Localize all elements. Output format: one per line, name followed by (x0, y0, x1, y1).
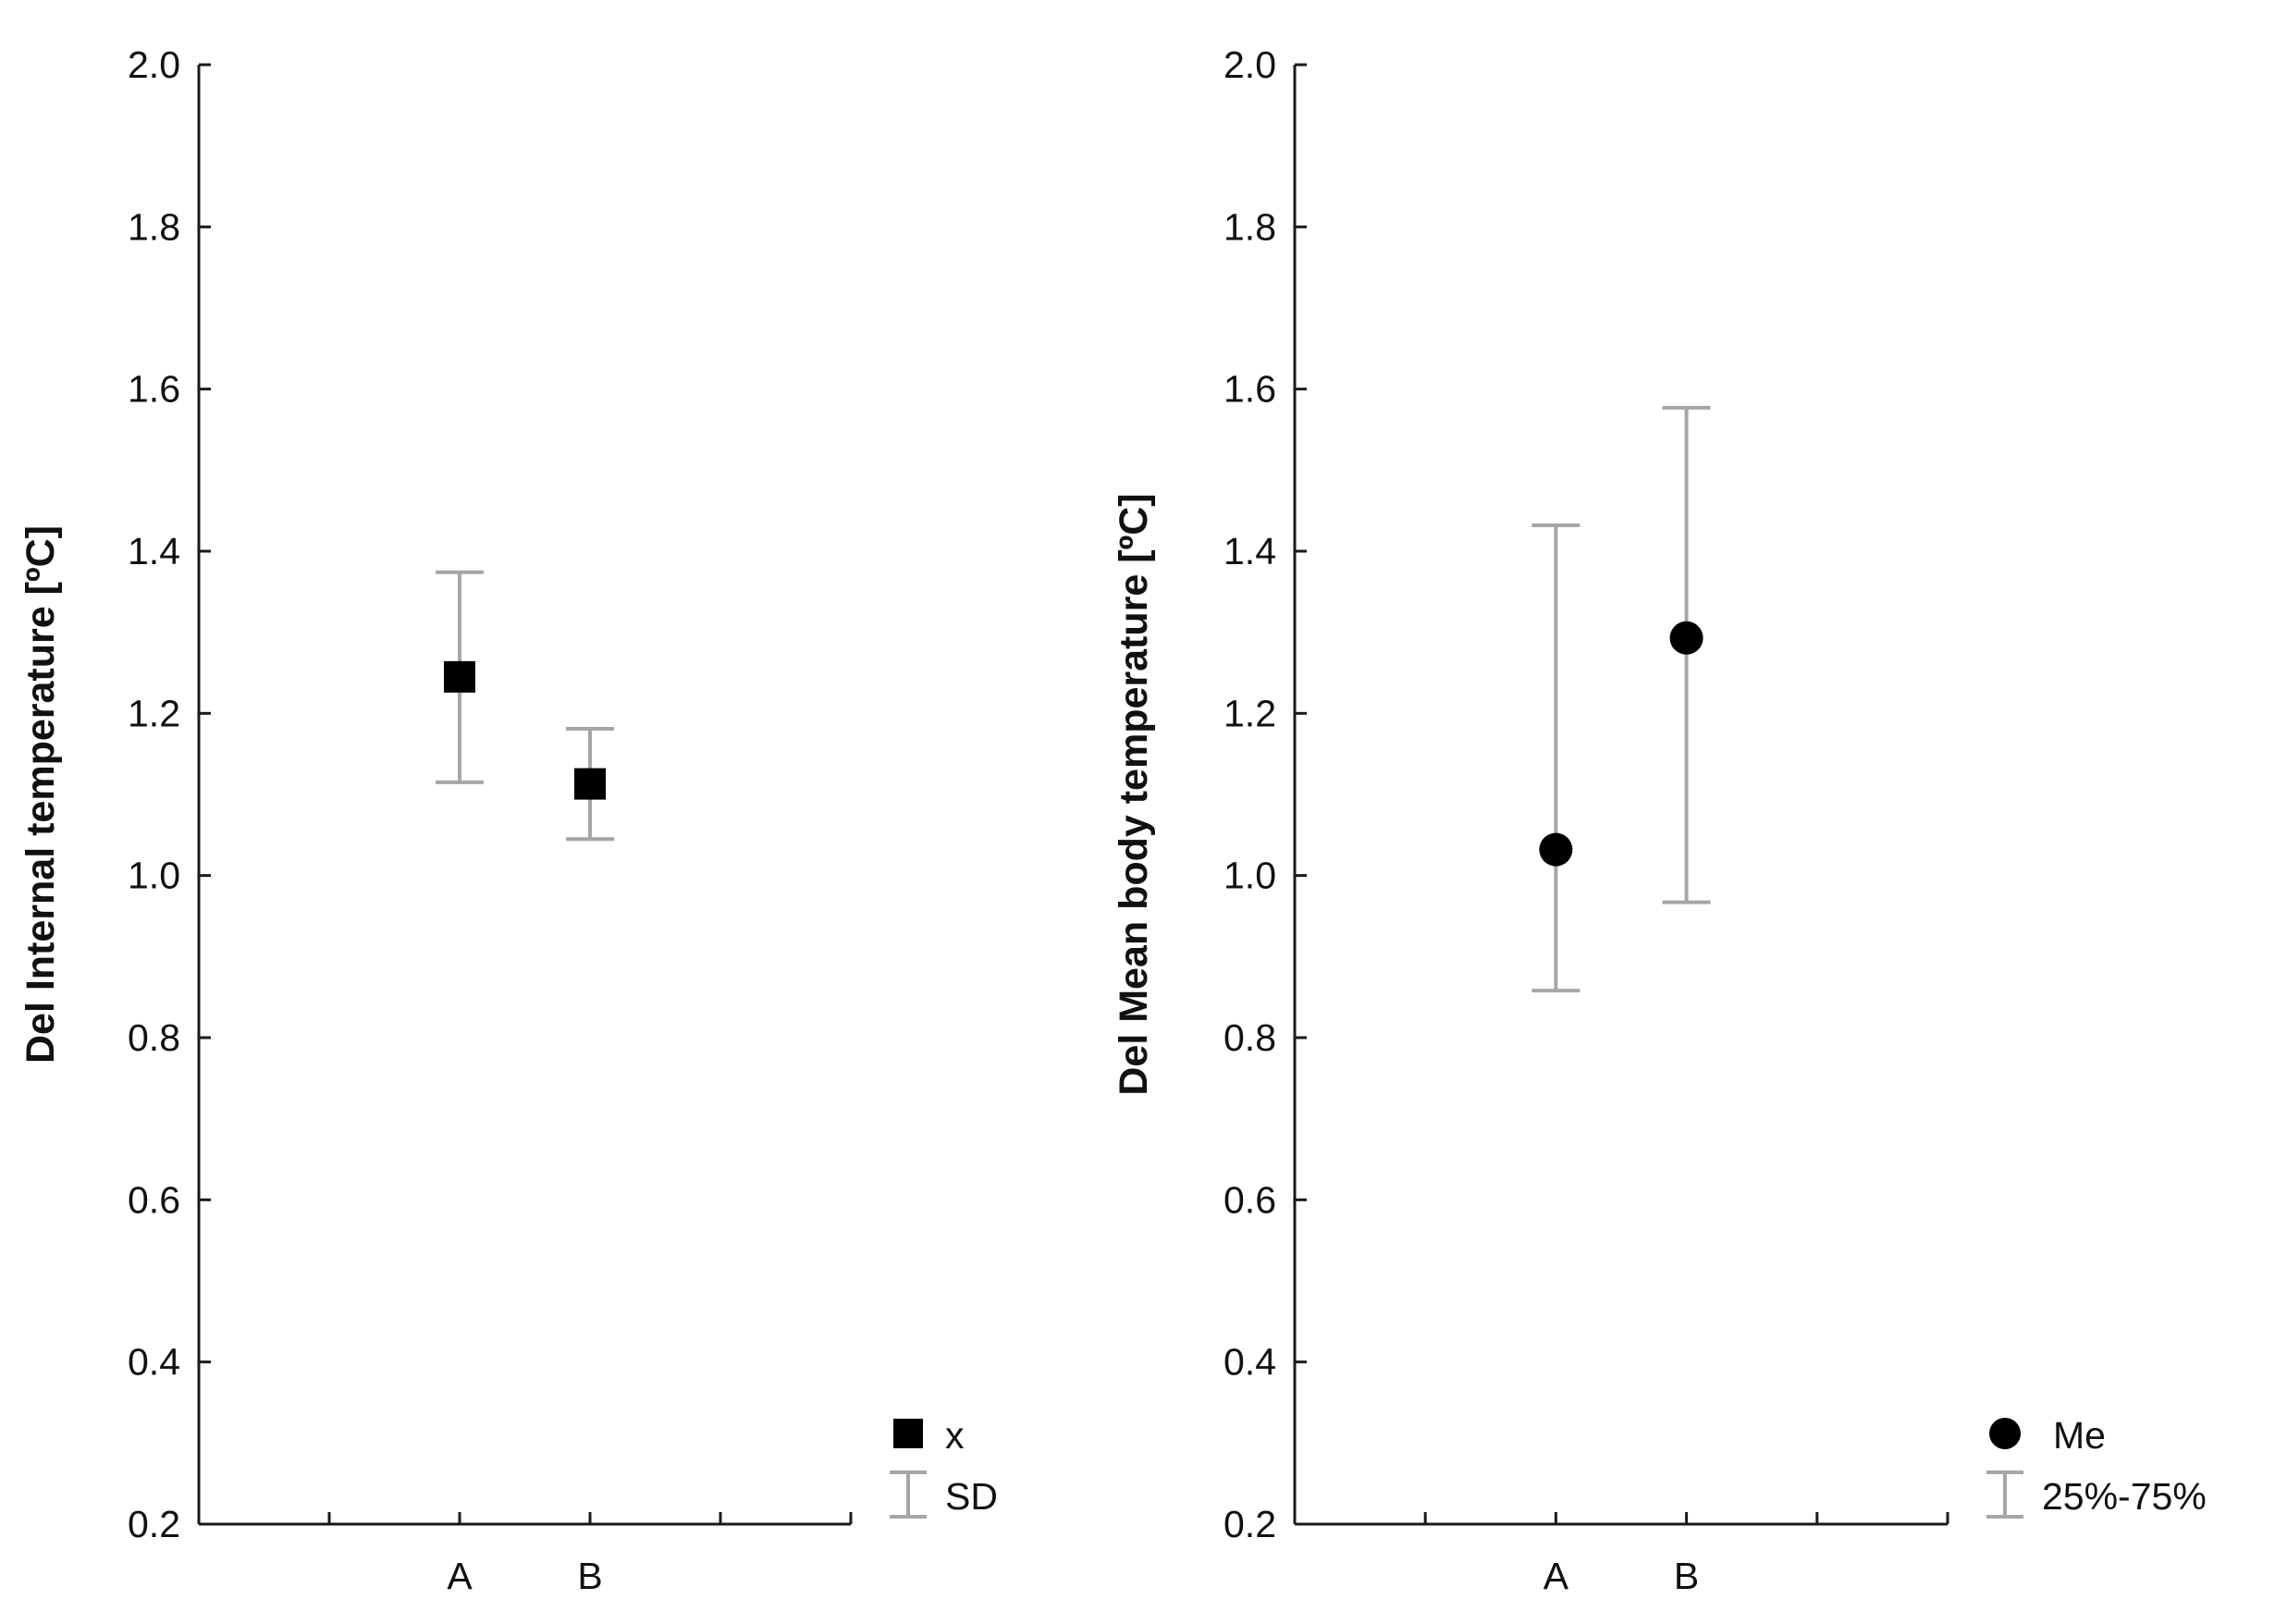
y-tick-label: 1.6 (128, 368, 180, 411)
y-axis-title: Del Mean body temperature [ºC] (1112, 493, 1156, 1095)
y-tick-label: 0.6 (1224, 1178, 1276, 1221)
data-point-square (444, 660, 475, 693)
right-panel: 0.2 0.4 0.6 0.8 1.0 1.2 1.4 1.6 1.8 2.0 A B Del Mean… (1112, 43, 2207, 1597)
legend-marker-square (893, 1419, 923, 1448)
legend-label-marker: x (945, 1414, 965, 1457)
y-tick-label: 2.0 (128, 43, 180, 86)
y-tick-label: 1.4 (128, 530, 180, 572)
y-tick-label: 1.0 (128, 855, 180, 897)
y-tick-label: 1.2 (128, 692, 180, 734)
y-tick-label: 0.4 (1224, 1341, 1276, 1384)
legend-marker-circle (1989, 1418, 2021, 1449)
y-tick-label: 1.8 (128, 205, 180, 248)
y-tick-label: 0.6 (128, 1178, 180, 1221)
x-tick-label: B (1674, 1555, 1699, 1597)
data-point-square (574, 768, 606, 800)
legend-label-bar: SD (945, 1475, 998, 1518)
legend-label-marker: Me (2053, 1414, 2106, 1457)
y-tick-label: 0.2 (1224, 1503, 1276, 1545)
data-point-circle (1669, 621, 1703, 655)
y-tick-label: 1.8 (1224, 205, 1276, 248)
y-tick-label: 1.2 (1224, 692, 1276, 734)
x-tick-label: A (1543, 1555, 1569, 1597)
y-tick-label: 0.4 (128, 1341, 180, 1384)
legend-label-bar: 25%-75% (2042, 1475, 2207, 1518)
y-axis-title: Del Internal temperature [ºC] (18, 525, 63, 1064)
y-tick-label: 0.8 (128, 1016, 180, 1059)
y-tick-label: 1.4 (1224, 530, 1276, 572)
y-tick-label: 1.0 (1224, 855, 1276, 897)
left-panel: 0.2 0.4 0.6 0.8 1.0 1.2 1.4 1.6 1.8 2.0 A B Del Inte… (18, 43, 998, 1597)
y-tick-label: 0.8 (1224, 1016, 1276, 1059)
y-tick-label: 1.6 (1224, 368, 1276, 411)
x-tick-label: A (447, 1555, 473, 1597)
data-point-circle (1539, 832, 1573, 867)
y-tick-label: 2.0 (1224, 43, 1276, 86)
x-tick-label: B (577, 1555, 602, 1597)
y-tick-label: 0.2 (128, 1503, 180, 1545)
